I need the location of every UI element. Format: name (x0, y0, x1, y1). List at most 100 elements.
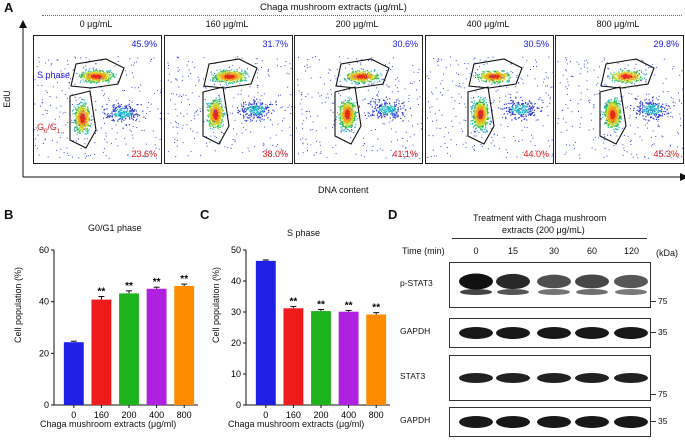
panel-d-title-1: Treatment with Chaga mushroom (473, 213, 607, 223)
g1-percent: 45.3% (653, 149, 679, 159)
time-point-label: 30 (548, 246, 559, 256)
time-label: Time (min) (402, 246, 445, 256)
s-phase-gate (600, 58, 655, 89)
blot-band (614, 373, 648, 383)
significance-mark: ** (180, 274, 188, 285)
g1-gate (334, 86, 362, 145)
blot-band (459, 327, 493, 339)
g1-percent: 41.1% (392, 149, 418, 159)
x-tick-label: 0 (263, 410, 268, 420)
x-tick-label: 160 (94, 410, 109, 420)
g1-gate (599, 86, 627, 145)
significance-mark: ** (98, 287, 106, 298)
significance-mark: ** (153, 277, 161, 288)
panel-d-title-line (452, 238, 647, 239)
flow-plot: 29.8% 45.3% (555, 35, 684, 164)
significance-mark: ** (317, 300, 325, 311)
x-tick-label: 800 (177, 410, 192, 420)
time-point-label: 15 (507, 246, 518, 256)
x-tick-label: 400 (341, 410, 356, 420)
blot-band (575, 327, 609, 339)
blot-band (537, 274, 571, 289)
blot-band (459, 373, 493, 383)
chart-c: 0 10 20 30 40 50 0 160 ** 200 ** 400 ** 800 ** (231, 245, 390, 420)
g1-gate (69, 90, 97, 149)
blot-band (538, 289, 570, 296)
bar (146, 288, 167, 405)
mw-tick (651, 421, 656, 422)
mw-tick (651, 301, 656, 302)
time-point-label: 120 (624, 246, 640, 256)
molecular-weight-label: 35 (658, 327, 668, 337)
panel-b-letter: B (4, 207, 14, 222)
bar (255, 260, 276, 405)
g1-percent: 38.0% (262, 149, 288, 159)
chart-c-xlabel: Chaga mushroom extracts (μg/ml) (228, 419, 365, 429)
s-phase-percent: 31.7% (262, 39, 288, 49)
g1-gate (467, 86, 495, 145)
flow-scatter (557, 57, 683, 159)
s-phase-percent: 30.5% (523, 39, 549, 49)
time-point-label: 60 (586, 246, 597, 256)
g1-percent: 44.0% (523, 149, 549, 159)
panel-a-header: Chaga mushroom extracts (μg/mL) (260, 2, 407, 13)
blot-band (497, 289, 529, 296)
x-tick-label: 200 (121, 410, 136, 420)
flow-dose-label: 160 μg/mL (205, 19, 249, 29)
blot-band (537, 327, 571, 339)
blot-label: GAPDH (400, 326, 431, 336)
panel-d-title-2: extracts (200 μg/mL) (502, 225, 585, 235)
blot-band (496, 327, 530, 339)
bar (119, 293, 139, 405)
significance-mark: ** (345, 300, 353, 311)
molecular-weight-label: 75 (658, 389, 668, 399)
g1-phase-label: G0/G1 (37, 122, 61, 135)
blot-band (575, 416, 609, 428)
x-tick-label: 160 (286, 410, 301, 420)
time-point-label: 0 (473, 246, 479, 256)
blot-label: p-STAT3 (400, 278, 433, 288)
bar (174, 285, 195, 405)
bar (283, 308, 304, 405)
flow-dose-label: 400 μg/mL (466, 19, 510, 29)
panel-a-x-arrow (23, 173, 685, 181)
panel-d-letter: D (388, 207, 398, 222)
blot-membrane (449, 262, 651, 308)
y-tick-label: 40 (231, 276, 241, 286)
flow-scatter (167, 56, 292, 157)
s-phase-label: S phase (37, 70, 71, 80)
panel-a-header-line (42, 15, 682, 16)
flow-plot: 31.7% 38.0% (164, 35, 293, 164)
blot-band (459, 416, 493, 428)
flow-dose-label: 200 μg/mL (335, 19, 379, 29)
significance-mark: ** (372, 303, 380, 314)
x-tick-label: 800 (369, 410, 384, 420)
blot-band (576, 289, 608, 296)
y-tick-label: 30 (231, 307, 241, 317)
blot-band (575, 274, 609, 289)
s-phase-gate (468, 58, 523, 89)
blot-band (496, 273, 530, 290)
g1-gate (202, 86, 230, 145)
y-tick-label: 40 (39, 297, 49, 307)
significance-mark: ** (125, 281, 133, 292)
x-tick-label: 0 (71, 410, 76, 420)
y-tick-label: 0 (44, 400, 49, 410)
y-tick-label: 20 (39, 348, 49, 358)
blot-membrane (449, 318, 651, 348)
flow-plot: 30.6% 41.1% (294, 35, 423, 164)
blot-band (614, 416, 648, 428)
panel-a-xlabel: DNA content (318, 185, 369, 195)
blot-band (537, 416, 571, 428)
y-tick-label: 10 (231, 369, 241, 379)
blot-band (614, 274, 648, 289)
bar (91, 299, 112, 405)
bar (338, 311, 359, 405)
panel-a-ylabel: EdU (1, 90, 12, 108)
blot-band (460, 289, 492, 296)
panel-a-y-arrow (19, 20, 27, 177)
flow-plot: 45.9% 23.6% S phase G0/G1 (33, 35, 162, 164)
x-tick-label: 400 (149, 410, 164, 420)
blot-band (537, 373, 571, 383)
y-tick-label: 0 (236, 400, 241, 410)
